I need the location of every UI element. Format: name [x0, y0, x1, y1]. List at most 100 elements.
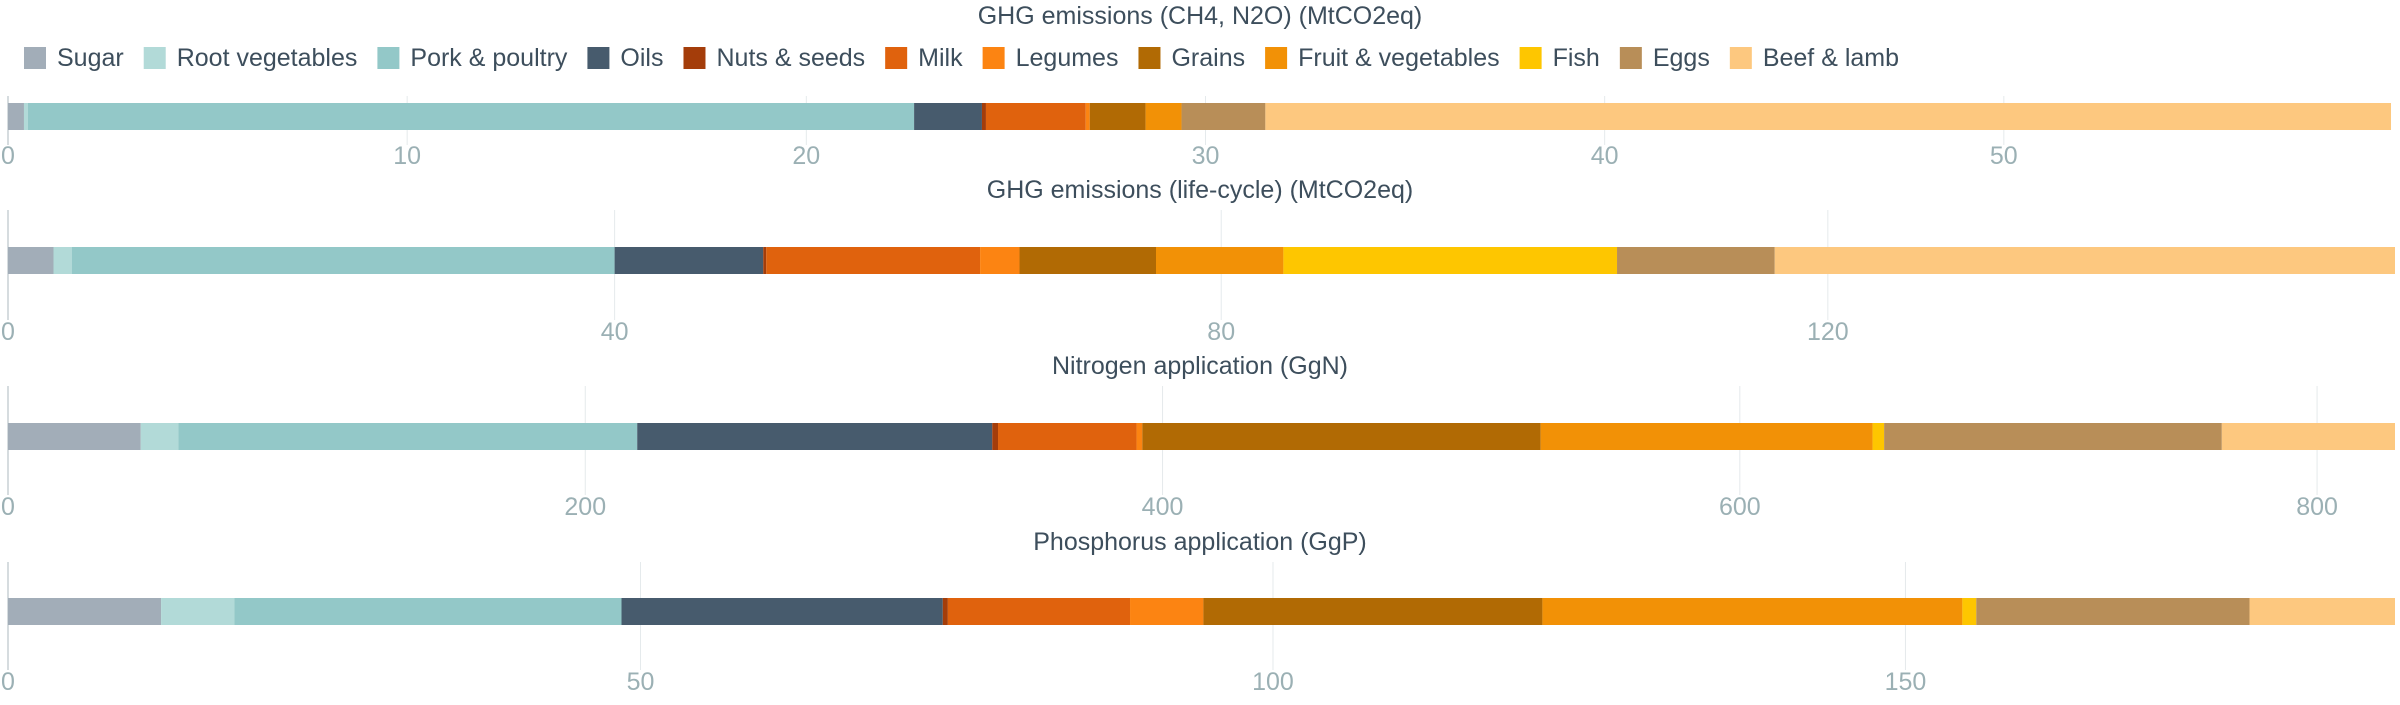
- bar-segment-fish[interactable]: [1962, 598, 1977, 625]
- panel-title: Nitrogen application (GgN): [1052, 352, 1348, 380]
- bar-segment-milk[interactable]: [947, 598, 1131, 625]
- bar-segment-sugar[interactable]: [8, 103, 24, 130]
- bar-segment-nuts-and-seeds[interactable]: [763, 247, 767, 274]
- bar-segment-sugar[interactable]: [8, 598, 162, 625]
- x-tick-label: 200: [564, 493, 606, 521]
- bar-segment-milk[interactable]: [998, 423, 1137, 450]
- legend-item-sugar[interactable]: Sugar: [24, 44, 124, 72]
- bar-segment-fish[interactable]: [1872, 423, 1885, 450]
- bar-segment-beef-and-lamb[interactable]: [1265, 103, 2392, 130]
- panel-title: Phosphorus application (GgP): [1033, 528, 1367, 556]
- bar-segment-fish[interactable]: [1283, 247, 1618, 274]
- bar-segment-fruit-and-vegetables[interactable]: [1540, 423, 1873, 450]
- bar-segment-nuts-and-seeds[interactable]: [992, 423, 999, 450]
- panel-title: GHG emissions (life-cycle) (MtCO2eq): [987, 176, 1413, 204]
- bar-segment-grains[interactable]: [1019, 247, 1157, 274]
- x-tick-label: 50: [1990, 142, 2018, 170]
- bar-segment-legumes[interactable]: [1130, 598, 1204, 625]
- legend-swatch-oils: [587, 47, 610, 69]
- legend-label-pork-and-poultry: Pork & poultry: [410, 44, 568, 72]
- bar-segment-legumes[interactable]: [1136, 423, 1143, 450]
- x-tick-label: 100: [1252, 668, 1294, 696]
- legend-item-legumes[interactable]: Legumes: [982, 44, 1119, 72]
- legend-item-root-vegetables[interactable]: Root vegetables: [143, 44, 358, 72]
- bar-segment-root-vegetables[interactable]: [140, 423, 179, 450]
- bar-segment-beef-and-lamb[interactable]: [2221, 423, 2395, 450]
- legend-label-sugar: Sugar: [57, 44, 124, 72]
- legend-item-fish[interactable]: Fish: [1519, 44, 1600, 72]
- x-tick-label: 0: [1, 318, 15, 346]
- legend-swatch-grains: [1138, 47, 1161, 69]
- bar-segment-sugar[interactable]: [8, 247, 54, 274]
- bar-segment-fruit-and-vegetables[interactable]: [1156, 247, 1284, 274]
- legend: Sugar Root vegetables Pork & poultry Oils Nu…: [24, 44, 1899, 72]
- bar-segment-eggs[interactable]: [1181, 103, 1266, 130]
- legend-label-beef-and-lamb: Beef & lamb: [1763, 44, 1899, 72]
- x-tick-label: 0: [1, 668, 15, 696]
- bar-segment-eggs[interactable]: [1976, 598, 2250, 625]
- x-tick-label: 10: [393, 142, 421, 170]
- legend-label-milk: Milk: [918, 44, 963, 72]
- legend-swatch-fruit-and-vegetables: [1265, 47, 1288, 69]
- bar-segment-legumes[interactable]: [980, 247, 1020, 274]
- legend-item-pork-and-poultry[interactable]: Pork & poultry: [377, 44, 568, 72]
- legend-label-fish: Fish: [1553, 44, 1600, 72]
- bar-segment-grains[interactable]: [1142, 423, 1541, 450]
- bar-segment-oils[interactable]: [614, 247, 764, 274]
- bar-segment-root-vegetables[interactable]: [161, 598, 235, 625]
- bar-segment-beef-and-lamb[interactable]: [1774, 247, 2395, 274]
- bar-segment-root-vegetables[interactable]: [53, 247, 72, 274]
- panel-1: GHG emissions (CH4, N2O) (MtCO2eq) 0 10 20 3…: [1, 2, 2392, 170]
- bar-segment-milk[interactable]: [766, 247, 981, 274]
- bar-segment-milk[interactable]: [985, 103, 1086, 130]
- bar-segment-beef-and-lamb[interactable]: [2249, 598, 2395, 625]
- bar-segment-pork-and-poultry[interactable]: [71, 247, 615, 274]
- legend-item-grains[interactable]: Grains: [1138, 44, 1245, 72]
- legend-swatch-pork-and-poultry: [377, 47, 400, 69]
- legend-label-nuts-and-seeds: Nuts & seeds: [716, 44, 865, 72]
- legend-swatch-sugar: [24, 47, 46, 69]
- legend-label-fruit-and-vegetables: Fruit & vegetables: [1298, 44, 1500, 72]
- bar-segment-grains[interactable]: [1089, 103, 1146, 130]
- bar-segment-nuts-and-seeds[interactable]: [942, 598, 948, 625]
- bar-segment-fruit-and-vegetables[interactable]: [1542, 598, 1963, 625]
- panel-4: Phosphorus application (GgP) 0 50 100 150: [1, 528, 2395, 696]
- legend-item-oils[interactable]: Oils: [587, 44, 663, 72]
- legend-item-beef-and-lamb[interactable]: Beef & lamb: [1729, 44, 1899, 72]
- panel-3: Nitrogen application (GgN) 0 200 400 600 800: [1, 352, 2395, 521]
- legend-item-milk[interactable]: Milk: [885, 44, 963, 72]
- legend-swatch-nuts-and-seeds: [683, 47, 706, 69]
- bar-segment-oils[interactable]: [914, 103, 982, 130]
- bar-segment-sugar[interactable]: [8, 423, 141, 450]
- bar-segment-legumes[interactable]: [1085, 103, 1090, 130]
- legend-swatch-milk: [885, 47, 908, 69]
- panel-2: GHG emissions (life-cycle) (MtCO2eq) 0 40 8…: [1, 176, 2395, 346]
- legend-swatch-root-vegetables: [143, 47, 166, 69]
- x-tick-label: 0: [1, 493, 15, 521]
- bar-segment-pork-and-poultry[interactable]: [234, 598, 622, 625]
- x-tick-label: 600: [1719, 493, 1761, 521]
- x-tick-label: 120: [1807, 318, 1849, 346]
- legend-item-nuts-and-seeds[interactable]: Nuts & seeds: [683, 44, 865, 72]
- legend-swatch-legumes: [982, 47, 1005, 69]
- bar-segment-eggs[interactable]: [1884, 423, 2222, 450]
- bar-segment-oils[interactable]: [637, 423, 993, 450]
- legend-item-fruit-and-vegetables[interactable]: Fruit & vegetables: [1265, 44, 1500, 72]
- bar-segment-grains[interactable]: [1203, 598, 1543, 625]
- bar-segment-nuts-and-seeds[interactable]: [981, 103, 986, 130]
- bar-segment-eggs[interactable]: [1617, 247, 1775, 274]
- bar-segment-pork-and-poultry[interactable]: [178, 423, 638, 450]
- x-tick-label: 0: [1, 142, 15, 170]
- bar-segment-root-vegetables[interactable]: [23, 103, 28, 130]
- bar-segment-fruit-and-vegetables[interactable]: [1145, 103, 1182, 130]
- legend-item-eggs[interactable]: Eggs: [1619, 44, 1710, 72]
- x-tick-label: 400: [1142, 493, 1184, 521]
- panel-title: GHG emissions (CH4, N2O) (MtCO2eq): [978, 2, 1423, 30]
- x-tick-label: 80: [1207, 318, 1235, 346]
- legend-label-eggs: Eggs: [1653, 44, 1710, 72]
- bar-segment-pork-and-poultry[interactable]: [27, 103, 915, 130]
- x-tick-label: 30: [1192, 142, 1220, 170]
- bar-segment-oils[interactable]: [621, 598, 943, 625]
